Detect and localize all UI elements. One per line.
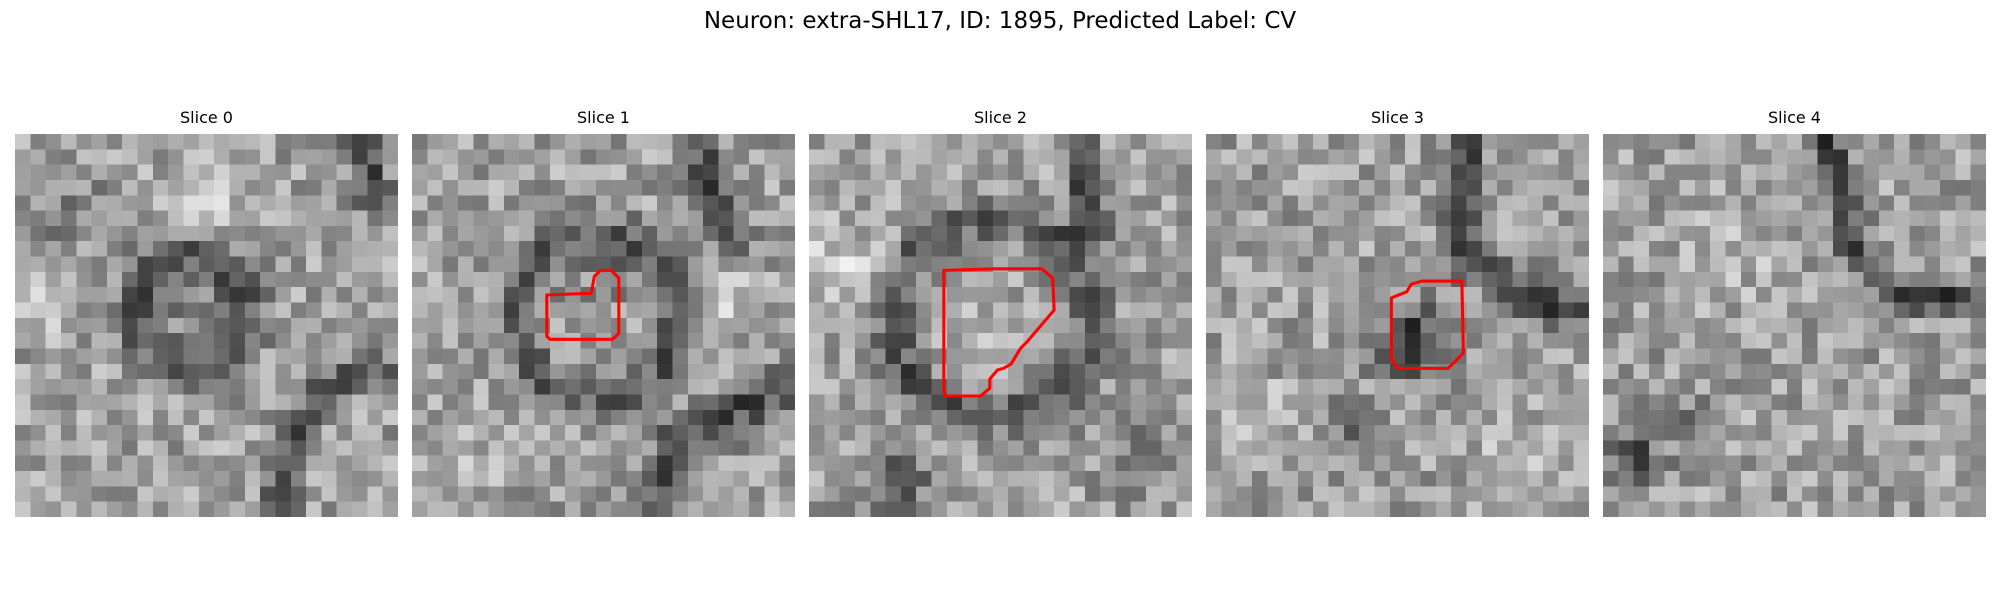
slice-title: Slice 3	[1371, 108, 1424, 127]
segmentation-contour	[1389, 279, 1465, 370]
slice-title: Slice 0	[180, 108, 233, 127]
slice-image	[809, 134, 1192, 517]
segmentation-contour	[545, 268, 621, 341]
figure-title: Neuron: extra-SHL17, ID: 1895, Predicted…	[703, 8, 1297, 34]
slice-title: Slice 4	[1768, 108, 1821, 127]
slice-image	[15, 134, 398, 517]
slice-image	[1603, 134, 1986, 517]
slice-image	[412, 134, 795, 517]
slice-title: Slice 1	[577, 108, 630, 127]
slice-title: Slice 2	[974, 108, 1027, 127]
slice-image	[1206, 134, 1589, 517]
segmentation-contour	[942, 267, 1056, 398]
